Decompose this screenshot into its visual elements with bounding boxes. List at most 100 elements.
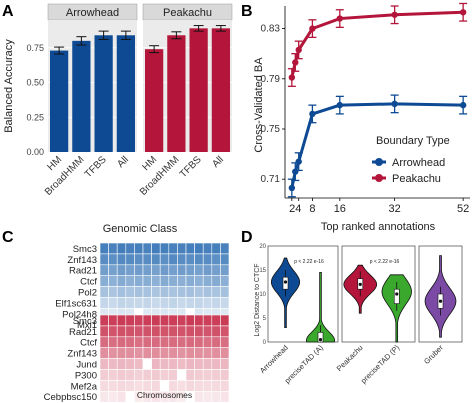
heatmap-cell <box>125 297 135 309</box>
x-tick-label: 32 <box>389 203 401 215</box>
heatmap-cell <box>151 347 161 359</box>
legend-key-point <box>375 174 383 182</box>
heatmap-cell <box>125 358 135 370</box>
heatmap-cell <box>99 253 109 266</box>
heatmap-cell <box>168 286 178 298</box>
heatmap-cell <box>159 286 170 298</box>
heatmap-cell <box>159 358 170 370</box>
y-tick-label: 15 <box>259 268 266 274</box>
legend-title: Boundary Type <box>376 135 450 147</box>
heatmap-cell <box>220 286 230 298</box>
heatmap-cell <box>185 286 195 298</box>
heatmap-cell <box>159 253 170 266</box>
heatmap-cell <box>194 325 204 338</box>
heatmap-cell <box>168 347 178 359</box>
heatmap-cell <box>202 297 213 309</box>
heatmap-cell <box>185 369 195 381</box>
y-tick-label: 5 <box>263 316 267 322</box>
panel-letter-d: D <box>241 229 253 246</box>
x-axis-label: Top ranked annotations <box>321 221 436 233</box>
heatmap-cell <box>116 297 127 309</box>
heatmap-cell <box>116 242 127 255</box>
x-axis-label: Genomic Class <box>103 223 178 235</box>
heatmap-cell <box>108 314 118 327</box>
heatmap-cell <box>142 253 152 266</box>
box-iqr <box>317 332 324 343</box>
heatmap-cell <box>142 314 152 327</box>
data-point <box>295 158 302 165</box>
heatmap-cell <box>134 347 144 359</box>
heatmap-cell <box>108 325 118 338</box>
y-tick-label: 0.71 <box>261 174 281 185</box>
heatmap-cell <box>177 369 187 381</box>
heatmap-cell <box>159 264 170 276</box>
heatmap-cell <box>125 314 135 327</box>
heatmap-cell <box>185 264 195 276</box>
heatmap-cell <box>185 347 195 359</box>
heatmap-row-label: Ctcf <box>80 338 97 349</box>
heatmap-cell <box>194 380 204 392</box>
median-point <box>438 299 443 303</box>
bar <box>94 35 113 152</box>
y-tick-label: 0.00 <box>26 147 44 157</box>
heatmap-cell <box>202 286 213 298</box>
data-point <box>391 100 398 108</box>
heatmap-cell <box>99 242 109 255</box>
panel-a-bar-chart: Balanced Accuracy 0.00 0.25 0.50 0.75 Arrowhe… <box>3 3 233 235</box>
heatmap-cell <box>125 286 135 298</box>
heatmap-cell <box>177 253 187 266</box>
data-point <box>336 15 344 22</box>
heatmap-cell <box>142 297 152 309</box>
y-tick-label: 0.25 <box>26 112 44 122</box>
heatmap-cell <box>151 369 161 381</box>
y-tick-label: 0.75 <box>261 124 281 135</box>
heatmap-cell <box>151 325 161 338</box>
median-point <box>358 282 362 286</box>
heatmap-cell <box>202 390 213 403</box>
heatmap-cell <box>99 314 109 327</box>
y-tick-label: 0 <box>263 340 267 346</box>
panel-letter-b: B <box>241 3 253 20</box>
heatmap-cell <box>202 380 213 392</box>
legend-label: Arrowhead <box>392 157 445 169</box>
heatmap-row-label: Cebpbsc150 <box>44 392 97 403</box>
heatmap-cell <box>220 314 230 327</box>
heatmap-cell <box>185 325 195 338</box>
heatmap-cell <box>99 286 109 298</box>
heatmap-cell <box>134 242 144 255</box>
panel-letter-c: C <box>2 229 14 246</box>
heatmap-cell <box>159 314 170 327</box>
heatmap-cell <box>177 286 187 298</box>
data-point <box>292 168 299 175</box>
heatmap-cell <box>159 325 170 338</box>
x-tick-label: TFBS <box>83 154 109 180</box>
x-tick-label: 8 <box>309 203 315 215</box>
heatmap-cell <box>211 286 221 298</box>
data-point <box>309 110 316 118</box>
heatmap-cell <box>185 275 195 287</box>
heatmap-cell <box>108 369 118 381</box>
heatmap-cell <box>202 358 213 370</box>
heatmap-cell <box>159 369 170 381</box>
heatmap-cell <box>185 314 195 327</box>
heatmap-cell <box>211 314 221 327</box>
data-point <box>459 9 467 16</box>
heatmap-cell <box>108 380 118 392</box>
heatmap-cell <box>211 253 221 266</box>
heatmap-cell <box>125 347 135 359</box>
heatmap-cell <box>177 314 187 327</box>
heatmap-cell <box>220 347 230 359</box>
heatmap-cell <box>211 390 221 403</box>
heatmap-cell <box>185 336 195 348</box>
heatmap-cell <box>194 314 204 327</box>
p-value-label: p < 2.22 e-16 <box>294 259 324 265</box>
heatmap-cell <box>142 264 152 276</box>
heatmap-cell <box>168 358 178 370</box>
heatmap-cell <box>125 264 135 276</box>
heatmap-cell <box>202 336 213 348</box>
heatmap-row-label: Znf143 <box>67 255 97 266</box>
heatmap-cell <box>151 264 161 276</box>
heatmap-cell <box>142 286 152 298</box>
heatmap-cell <box>202 369 213 381</box>
